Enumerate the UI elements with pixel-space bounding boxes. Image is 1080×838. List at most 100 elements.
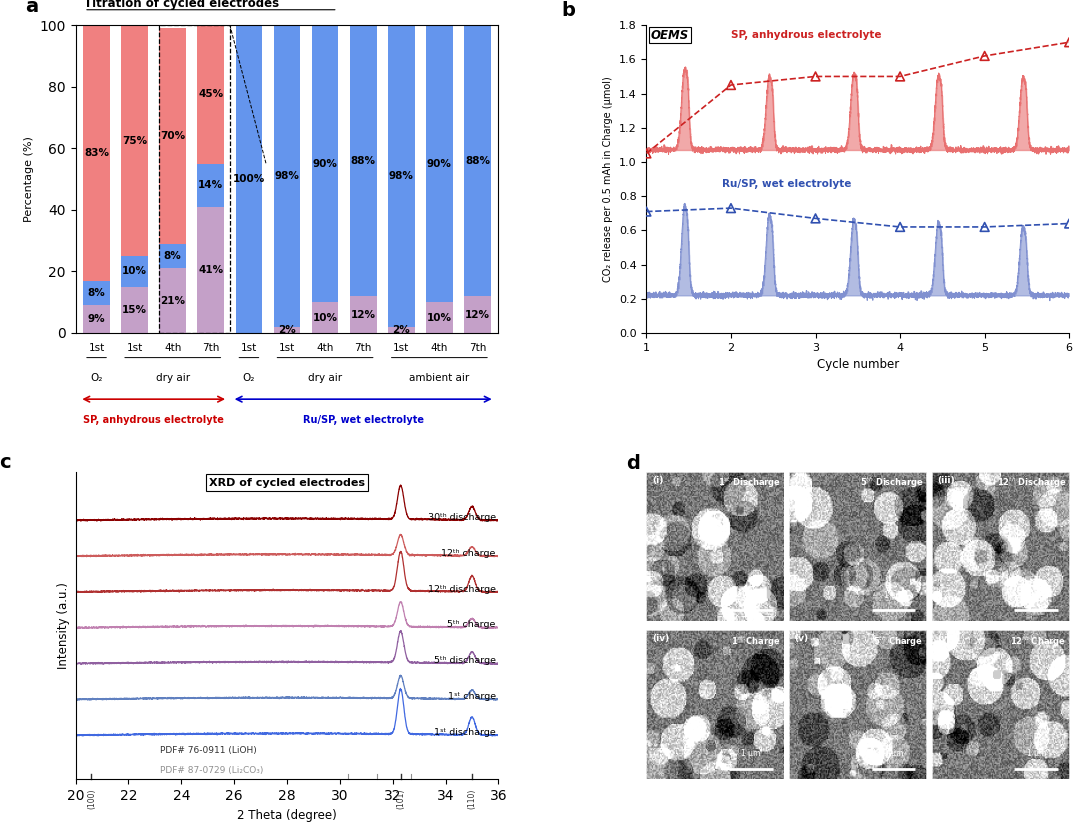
Bar: [198, 25, 225, 163]
Text: 98%: 98%: [274, 171, 299, 181]
Point: [723, 201, 740, 215]
Text: 21%: 21%: [160, 296, 186, 306]
Text: 14%: 14%: [199, 180, 224, 190]
Text: (v): (v): [795, 634, 809, 644]
Text: dry air: dry air: [308, 373, 342, 383]
Text: 1 μm: 1 μm: [1027, 749, 1045, 758]
Text: 12%: 12%: [351, 309, 376, 319]
Bar: [350, 25, 377, 296]
Text: 9%: 9%: [87, 314, 106, 324]
Text: 88%: 88%: [351, 156, 376, 166]
Text: 1 μm: 1 μm: [1027, 591, 1045, 600]
Text: (100): (100): [87, 789, 96, 809]
Text: 10%: 10%: [312, 313, 338, 323]
Text: 1 μm: 1 μm: [883, 591, 903, 600]
Bar: [464, 296, 490, 333]
Text: c: c: [0, 453, 11, 472]
Text: 10%: 10%: [122, 266, 147, 277]
Bar: [83, 25, 110, 281]
Text: 2%: 2%: [392, 325, 410, 335]
Text: 1ˢᵗ discharge: 1ˢᵗ discharge: [434, 728, 496, 737]
Text: 12%: 12%: [465, 309, 490, 319]
Text: SP, anhydrous electrolyte: SP, anhydrous electrolyte: [731, 30, 881, 40]
Bar: [160, 244, 186, 268]
Text: 5ᵗʰ charge: 5ᵗʰ charge: [447, 620, 496, 629]
Bar: [388, 25, 415, 327]
Text: 98%: 98%: [389, 171, 414, 181]
Text: 100%: 100%: [233, 174, 265, 184]
Bar: [160, 28, 186, 244]
Text: b: b: [562, 1, 576, 19]
Text: 1 μm: 1 μm: [741, 749, 760, 758]
Bar: [198, 163, 225, 207]
Point: [1061, 217, 1078, 230]
Legend: Li₂O₂, LiOH, Li₂CO₃: Li₂O₂, LiOH, Li₂CO₃: [293, 0, 471, 7]
Text: 15%: 15%: [122, 305, 147, 315]
Point: [638, 147, 656, 160]
Text: 1 μm: 1 μm: [883, 749, 903, 758]
Bar: [198, 207, 225, 333]
Text: 8%: 8%: [87, 288, 106, 298]
Text: OEMS: OEMS: [650, 28, 689, 42]
Point: [976, 49, 994, 63]
Y-axis label: CO₂ release per 0.5 mAh in Charge (μmol): CO₂ release per 0.5 mAh in Charge (μmol): [604, 76, 613, 282]
Bar: [312, 25, 338, 303]
Text: a: a: [25, 0, 38, 17]
Text: ambient air: ambient air: [409, 373, 470, 383]
Text: 90%: 90%: [312, 158, 338, 168]
Text: 88%: 88%: [465, 156, 490, 166]
Bar: [312, 303, 338, 333]
Text: PDF# 87-0729 (Li₂CO₃): PDF# 87-0729 (Li₂CO₃): [160, 766, 264, 775]
Text: 90%: 90%: [427, 158, 451, 168]
Text: d: d: [625, 453, 639, 473]
Text: (iv): (iv): [652, 634, 670, 644]
Point: [891, 220, 908, 234]
Text: Titration of cycled electrodes: Titration of cycled electrodes: [84, 0, 280, 10]
Point: [807, 70, 824, 83]
Text: PDF# 76-0911 (LiOH): PDF# 76-0911 (LiOH): [160, 746, 257, 755]
Text: 12$^{th}$ Charge: 12$^{th}$ Charge: [1010, 634, 1066, 649]
Text: (iii): (iii): [937, 476, 955, 485]
Bar: [121, 256, 148, 287]
Y-axis label: Intensity (a.u.): Intensity (a.u.): [57, 582, 70, 669]
Bar: [464, 25, 490, 296]
Text: dry air: dry air: [156, 373, 190, 383]
Bar: [426, 25, 453, 303]
Text: 45%: 45%: [199, 90, 224, 100]
Text: (vi): (vi): [937, 634, 955, 644]
Point: [638, 204, 656, 218]
Text: XRD of cycled electrodes: XRD of cycled electrodes: [210, 478, 365, 488]
Text: (110): (110): [468, 789, 476, 809]
Text: Ru/SP, wet electrolyte: Ru/SP, wet electrolyte: [723, 179, 852, 189]
Point: [976, 220, 994, 234]
Point: [1061, 35, 1078, 49]
Bar: [273, 327, 300, 333]
Text: 1$^{st}$ Charge: 1$^{st}$ Charge: [731, 634, 781, 649]
Text: 5$^{th}$ Discharge: 5$^{th}$ Discharge: [860, 476, 923, 490]
Text: 12ᵗʰ discharge: 12ᵗʰ discharge: [428, 585, 496, 593]
Point: [723, 78, 740, 91]
Text: SP, anhydrous electrolyte: SP, anhydrous electrolyte: [83, 415, 225, 425]
Text: 41%: 41%: [199, 265, 224, 275]
Text: O₂: O₂: [243, 373, 255, 383]
Bar: [83, 281, 110, 305]
Text: (101): (101): [396, 789, 405, 809]
Text: 10%: 10%: [427, 313, 451, 323]
Point: [807, 212, 824, 225]
Bar: [121, 287, 148, 333]
Bar: [235, 25, 262, 333]
Text: 1 μm: 1 μm: [741, 591, 760, 600]
Text: 12ᵗʰ charge: 12ᵗʰ charge: [442, 549, 496, 558]
Text: 1ˢᵗ charge: 1ˢᵗ charge: [447, 692, 496, 701]
Text: 30ᵗʰ discharge: 30ᵗʰ discharge: [428, 513, 496, 522]
X-axis label: Cycle number: Cycle number: [816, 359, 899, 371]
Text: 83%: 83%: [84, 147, 109, 158]
Text: 2%: 2%: [279, 325, 296, 335]
Bar: [350, 296, 377, 333]
Bar: [83, 305, 110, 333]
Text: 12$^{th}$ Discharge: 12$^{th}$ Discharge: [997, 476, 1066, 490]
Text: (ii): (ii): [795, 476, 809, 485]
Y-axis label: Percentage (%): Percentage (%): [24, 136, 33, 222]
Bar: [426, 303, 453, 333]
Text: 1$^{st}$ Discharge: 1$^{st}$ Discharge: [718, 476, 781, 490]
